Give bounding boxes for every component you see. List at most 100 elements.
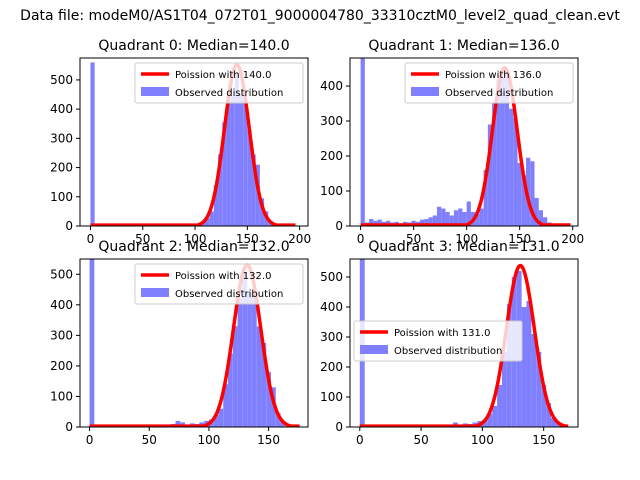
histogram-bar bbox=[487, 124, 493, 226]
histogram-bar bbox=[458, 208, 463, 226]
legend-box bbox=[404, 62, 574, 104]
histogram-bar bbox=[462, 212, 467, 226]
legend-fit-label: Poission with 131.0 bbox=[394, 328, 490, 339]
histogram-bar bbox=[259, 198, 265, 226]
subplot-title: Quadrant 2: Median=132.0 bbox=[98, 239, 289, 255]
x-tick-label: 100 bbox=[197, 433, 220, 447]
histogram-bar bbox=[428, 217, 433, 226]
histogram-bar bbox=[492, 406, 498, 427]
legend: Poission with 136.0 Observed distribution bbox=[404, 62, 574, 104]
histogram-bar bbox=[237, 298, 243, 427]
histogram-bar bbox=[209, 211, 214, 226]
legend-hist-label: Observed distribution bbox=[175, 289, 283, 300]
axes-frame bbox=[79, 258, 309, 428]
x-tick-label: 0 bbox=[357, 232, 365, 246]
x-tick-label: 200 bbox=[561, 232, 584, 246]
legend-hist-label: Observed distribution bbox=[394, 346, 502, 357]
histogram-bar bbox=[234, 72, 239, 226]
x-tick-label: 100 bbox=[471, 433, 494, 447]
y-tick-label: 200 bbox=[50, 161, 73, 175]
histogram-bar bbox=[266, 372, 271, 427]
histogram-bar bbox=[521, 307, 527, 427]
y-tick-label: 300 bbox=[50, 328, 73, 342]
histogram-bar bbox=[424, 219, 429, 226]
legend-box bbox=[134, 62, 304, 104]
histogram-bar bbox=[483, 170, 488, 226]
histogram-bar bbox=[531, 334, 537, 427]
x-tick-label: 150 bbox=[532, 433, 555, 447]
histogram-bar bbox=[475, 213, 480, 226]
subplot-quadrant-2: 0 50 100 150 0 100 200 300 400 500 Poission with 1… bbox=[50, 239, 309, 447]
histogram-bar bbox=[213, 414, 219, 427]
x-tick-label: 0 bbox=[87, 232, 95, 246]
y-tick-label: 300 bbox=[320, 330, 343, 344]
y-tick-label: 100 bbox=[50, 190, 73, 204]
legend-hist-swatch bbox=[141, 87, 169, 96]
histogram-bar bbox=[492, 103, 497, 226]
axes-frame bbox=[349, 258, 579, 428]
histogram-bar bbox=[482, 419, 488, 427]
histogram-bar bbox=[479, 208, 484, 226]
histogram-bar bbox=[226, 100, 231, 226]
x-tick-label: 50 bbox=[135, 232, 150, 246]
x-tick-label: 50 bbox=[406, 232, 421, 246]
histogram-bar bbox=[218, 154, 223, 226]
histogram-bar bbox=[232, 326, 238, 427]
x-tick-label: 100 bbox=[455, 232, 478, 246]
histogram-bar bbox=[543, 217, 548, 226]
histogram-bar bbox=[89, 259, 95, 427]
x-tick-label: 0 bbox=[86, 433, 94, 447]
axes-frame bbox=[79, 57, 309, 227]
legend-hist-swatch bbox=[141, 288, 169, 297]
histogram-bar bbox=[449, 215, 454, 226]
histogram-bar bbox=[496, 79, 501, 226]
histogram-bar bbox=[517, 163, 522, 226]
histogram-bar bbox=[230, 95, 235, 226]
legend-hist-label: Observed distribution bbox=[175, 88, 283, 99]
histogram-bar bbox=[213, 185, 219, 226]
histogram-bar bbox=[222, 122, 227, 226]
legend-box bbox=[134, 263, 304, 305]
histogram-bar bbox=[487, 413, 493, 427]
histogram-bar bbox=[205, 217, 210, 226]
histogram-bar bbox=[541, 385, 547, 427]
x-tick-label: 150 bbox=[236, 232, 259, 246]
histogram-bar bbox=[526, 301, 532, 427]
histogram-bar bbox=[247, 292, 252, 427]
histogram-bar bbox=[466, 201, 471, 226]
histogram-bar bbox=[251, 295, 257, 427]
subplot-title: Quadrant 1: Median=136.0 bbox=[368, 38, 559, 54]
y-tick-label: 400 bbox=[50, 102, 73, 116]
poisson-fit-line bbox=[90, 62, 296, 226]
axes-frame bbox=[349, 57, 579, 227]
histogram-bar bbox=[251, 154, 256, 226]
histogram-bar bbox=[509, 108, 514, 226]
histogram-bar bbox=[534, 198, 539, 226]
y-tick-label: 500 bbox=[50, 73, 73, 87]
y-tick-label: 0 bbox=[65, 420, 73, 434]
histogram-bar bbox=[513, 117, 518, 226]
histogram-bar bbox=[504, 72, 510, 226]
histogram-bar bbox=[360, 58, 365, 226]
y-tick-label: 0 bbox=[335, 420, 343, 434]
histogram-bar bbox=[453, 210, 459, 226]
y-tick-label: 500 bbox=[320, 270, 343, 284]
histogram-bar bbox=[436, 206, 442, 226]
histogram-bar bbox=[90, 62, 95, 226]
poisson-fit-line bbox=[359, 263, 569, 427]
histogram-bar bbox=[261, 343, 267, 427]
histogram-bars bbox=[90, 62, 281, 226]
x-tick-label: 150 bbox=[257, 433, 280, 447]
legend-fit-label: Poission with 140.0 bbox=[175, 70, 271, 81]
histogram-bar bbox=[256, 326, 262, 427]
y-tick-label: 500 bbox=[50, 267, 73, 281]
histogram-bar bbox=[243, 100, 248, 226]
histogram-bar bbox=[175, 420, 181, 427]
legend: Poission with 131.0 Observed distribution bbox=[353, 320, 523, 362]
y-tick-label: 200 bbox=[50, 359, 73, 373]
histogram-bar bbox=[506, 304, 512, 427]
legend-hist-swatch bbox=[360, 345, 388, 354]
subplot-quadrant-0: 0 50 100 150 200 0 100 200 300 400 500 Poission wit… bbox=[50, 38, 311, 246]
subplot-quadrant-1: 0 50 100 150 200 0 100 200 300 400 Poission with 1… bbox=[320, 38, 584, 246]
histogram-bar bbox=[521, 175, 527, 226]
